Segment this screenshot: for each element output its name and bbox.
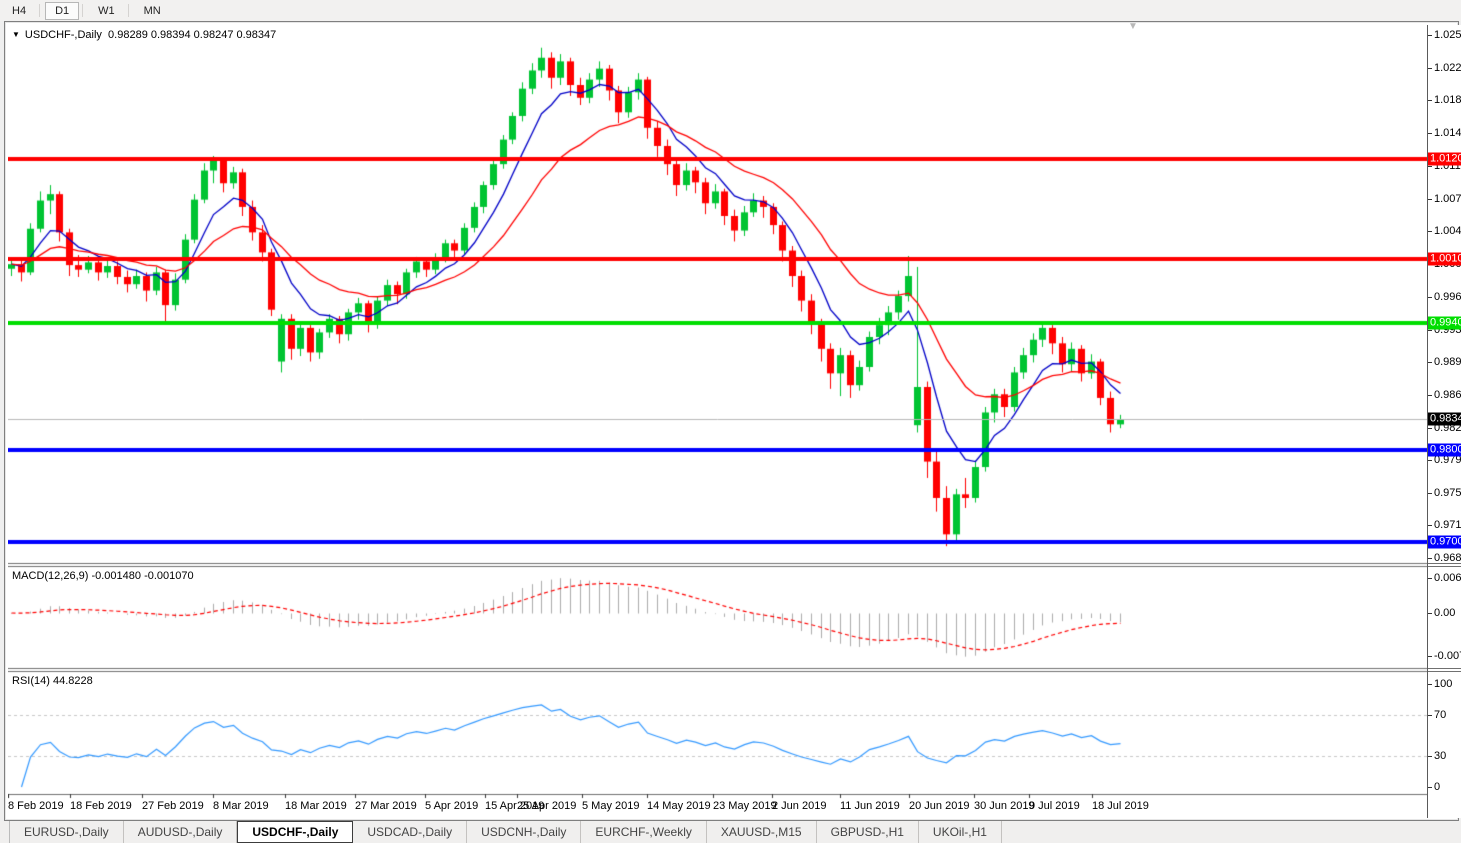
- rsi-axis-tick: 0: [1427, 781, 1441, 793]
- price-axis-tick: 1.02210: [1428, 62, 1461, 74]
- date-axis-label: 25 Apr 2019: [517, 800, 577, 812]
- pane-separator[interactable]: [1428, 668, 1461, 672]
- date-axis-label: 18 Mar 2019: [285, 800, 347, 812]
- level-price-flag: 1.00106: [1428, 252, 1461, 266]
- price-axis-tick: 0.99690: [1428, 291, 1461, 303]
- date-axis-label: 5 May 2019: [582, 800, 640, 812]
- rsi-axis-tick: 70: [1427, 708, 1447, 721]
- date-axis-label: 11 Jun 2019: [840, 800, 900, 812]
- date-axis-label: 8 Feb 2019: [8, 800, 64, 812]
- date-axis-label: 9 Jul 2019: [1029, 800, 1080, 812]
- chart-tab-audusd-daily[interactable]: AUDUSD-,Daily: [124, 821, 238, 843]
- macd-axis-tick: -0.00761: [1427, 650, 1461, 662]
- toolbar-separator: [127, 4, 129, 17]
- chart-tab-eurchf-weekly[interactable]: EURCHF-,Weekly: [581, 821, 707, 843]
- chart-tab-usdcnh-daily[interactable]: USDCNH-,Daily: [467, 821, 582, 843]
- macd-axis-tick: 0.00613: [1428, 572, 1461, 584]
- macd-indicator-label: MACD(12,26,9) -0.001480 -0.001070: [12, 570, 194, 582]
- date-axis-label: 20 Jun 2019: [909, 800, 970, 812]
- date-axis-label: 15 Apr 2019: [485, 800, 545, 812]
- price-axis-tick: 1.02570: [1428, 29, 1461, 41]
- level-price-flag: 0.97001: [1428, 535, 1461, 549]
- chart-tab-ukoil-h1[interactable]: UKOil-,H1: [919, 821, 1002, 843]
- date-axis-label: 2 Jun 2019: [772, 800, 827, 812]
- level-price-flag: 1.01205: [1428, 152, 1461, 166]
- current-price-flag: 0.98347: [1428, 412, 1461, 426]
- date-axis-label: 18 Jul 2019: [1092, 800, 1149, 812]
- toolbar-separator: [39, 4, 41, 17]
- chart-title-symbol: USDCHF-,Daily: [24, 29, 102, 41]
- date-axis-label: 27 Mar 2019: [355, 800, 417, 812]
- chart-title: ▼ USDCHF-,Daily 0.98289 0.98394 0.98247 0…: [12, 29, 276, 41]
- date-axis-label: 8 Mar 2019: [213, 800, 269, 812]
- timeframe-button-mn[interactable]: MN: [143, 4, 161, 17]
- price-axis-tick: 0.98970: [1428, 356, 1461, 368]
- symbol-dropdown-icon[interactable]: ▼: [12, 30, 20, 39]
- date-axis-label: 14 May 2019: [647, 800, 711, 812]
- price-axis-tick: 0.98610: [1428, 389, 1461, 401]
- chart-title-ohlc: 0.98289 0.98394 0.98247 0.98347: [108, 29, 277, 41]
- chart-tab-eurusd-daily[interactable]: EURUSD-,Daily: [10, 821, 124, 843]
- date-axis-label: 30 Jun 2019: [974, 800, 1035, 812]
- date-axis-label: 27 Feb 2019: [142, 800, 204, 812]
- level-price-flag: 0.98004: [1428, 443, 1461, 457]
- price-axis-tick: 0.96820: [1428, 552, 1461, 564]
- price-axis-tick: 0.97180: [1428, 519, 1461, 531]
- level-price-flag: 0.99406: [1428, 316, 1461, 330]
- price-axis[interactable]: 1.025701.022101.018501.014901.011301.007…: [1427, 25, 1461, 818]
- price-axis-tick: 1.01490: [1428, 127, 1461, 139]
- price-axis-tick: 1.00770: [1428, 193, 1461, 205]
- price-axis-tick: 1.01850: [1428, 94, 1461, 106]
- date-axis-label: 23 May 2019: [713, 800, 777, 812]
- rsi-indicator-label: RSI(14) 44.8228: [12, 675, 93, 687]
- timeframe-toolbar: H4 D1 W1 MN: [0, 0, 1461, 21]
- timeframe-button-d1[interactable]: D1: [45, 1, 80, 20]
- toolbar-separator: [82, 4, 84, 17]
- date-axis-label: 5 Apr 2019: [425, 800, 479, 812]
- price-chart-canvas[interactable]: [8, 25, 1427, 817]
- rsi-axis-tick: 100: [1427, 678, 1453, 690]
- chart-tab-usdcad-daily[interactable]: USDCAD-,Daily: [353, 821, 468, 843]
- chart-tab-usdchf-daily[interactable]: USDCHF-,Daily: [237, 821, 354, 843]
- tab-stub: [0, 821, 10, 843]
- rsi-axis-tick: 30: [1427, 750, 1447, 763]
- chart-tab-gbpusd-h1[interactable]: GBPUSD-,H1: [817, 821, 919, 843]
- price-axis-tick: 1.00410: [1428, 225, 1461, 237]
- price-axis-tick: 0.97540: [1428, 487, 1461, 499]
- macd-axis-tick: 0.00: [1427, 607, 1456, 619]
- scroll-to-end-icon[interactable]: ▼: [1128, 21, 1138, 32]
- pane-separator[interactable]: [1428, 563, 1461, 567]
- chart-tab-xauusd-m15[interactable]: XAUUSD-,M15: [707, 821, 817, 843]
- chart-tab-bar: EURUSD-,Daily AUDUSD-,Daily USDCHF-,Daily U…: [0, 821, 1461, 843]
- timeframe-button-w1[interactable]: W1: [98, 4, 115, 17]
- timeframe-button-h4[interactable]: H4: [12, 4, 27, 17]
- date-axis-label: 18 Feb 2019: [70, 800, 132, 812]
